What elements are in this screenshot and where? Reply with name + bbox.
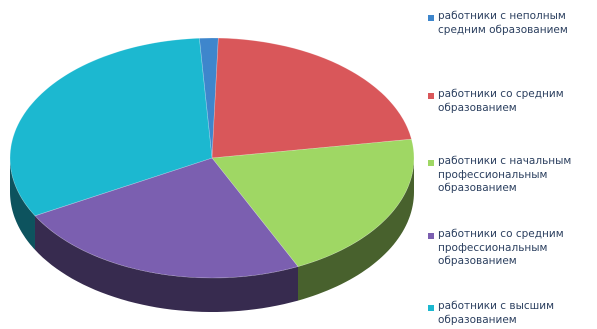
legend-label-secondary: работники со средним образованием	[438, 88, 564, 114]
pie-sides	[10, 158, 414, 312]
legend-label-initial-vocational: работники с начальным профессиональным о…	[438, 155, 572, 194]
pie-slice-0	[198, 37, 219, 159]
legend-item-incomplete-secondary: работники с неполным средним образование…	[428, 10, 568, 37]
legend-swatch-secondary-vocational	[428, 233, 434, 239]
pie-slice-1	[211, 37, 412, 159]
legend-label-higher: работники с высшим образованием	[438, 300, 555, 326]
legend-label-incomplete-secondary: работники с неполным средним образование…	[438, 10, 568, 36]
legend-item-secondary: работники со средним образованием	[428, 88, 564, 115]
legend-item-higher: работники с высшим образованием	[428, 300, 554, 327]
legend-item-secondary-vocational: работники со средним профессиональным об…	[428, 228, 564, 269]
pie-slice-4	[9, 37, 213, 217]
pie-side-4	[10, 158, 35, 250]
legend-item-initial-vocational: работники с начальным профессиональным о…	[428, 155, 571, 196]
legend-swatch-secondary	[428, 93, 434, 99]
pie-chart	[9, 37, 415, 312]
legend: работники с неполным средним образование…	[428, 0, 597, 329]
pie-tops	[9, 37, 415, 279]
legend-swatch-higher	[428, 305, 434, 311]
legend-swatch-incomplete-secondary	[428, 15, 434, 21]
pie-side-3	[34, 215, 299, 312]
legend-swatch-initial-vocational	[428, 160, 434, 166]
pie-side-2	[298, 158, 414, 301]
pie-slice-2	[211, 138, 415, 267]
pie-slice-3	[34, 157, 299, 279]
legend-label-secondary-vocational: работники со средним профессиональным об…	[438, 228, 564, 267]
